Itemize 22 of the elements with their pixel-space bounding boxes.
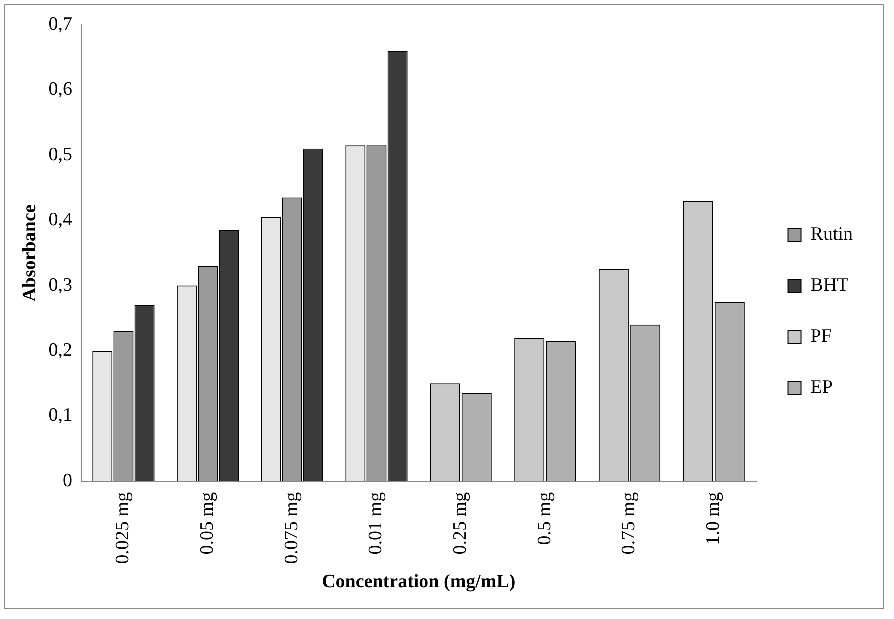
y-tick-label: 0,3 [48, 274, 73, 296]
y-tick-label: 0,2 [48, 340, 73, 361]
y-tick-label: 0,6 [48, 79, 73, 100]
x-tick-label: 1.0 mg [703, 492, 724, 546]
y-axis-title: Absorbance [19, 204, 40, 302]
legend-label: Rutin [810, 224, 854, 245]
x-tick-label: 0.075 mg [281, 492, 302, 564]
x-axis-title: Concentration (mg/mL) [322, 572, 516, 593]
legend-label: PF [810, 326, 832, 347]
y-tick-label: 0,5 [48, 144, 73, 166]
x-tick-label: 0.05 mg [197, 492, 218, 555]
y-tick-label: 0,4 [48, 210, 74, 231]
x-tick-label: 0.025 mg [112, 492, 134, 564]
x-tick-label: 0.75 mg [618, 492, 640, 555]
legend-label: EP [810, 376, 833, 398]
legend-label: BHT [810, 274, 850, 296]
y-tick-label: 0,7 [48, 14, 73, 35]
x-tick-label: 0.5 mg [534, 492, 556, 546]
x-tick-label: 0.25 mg [450, 492, 472, 555]
y-tick-label: 0 [63, 470, 73, 492]
x-tick-label: 0.01 mg [366, 492, 387, 555]
y-tick-label: 0,1 [48, 405, 73, 426]
